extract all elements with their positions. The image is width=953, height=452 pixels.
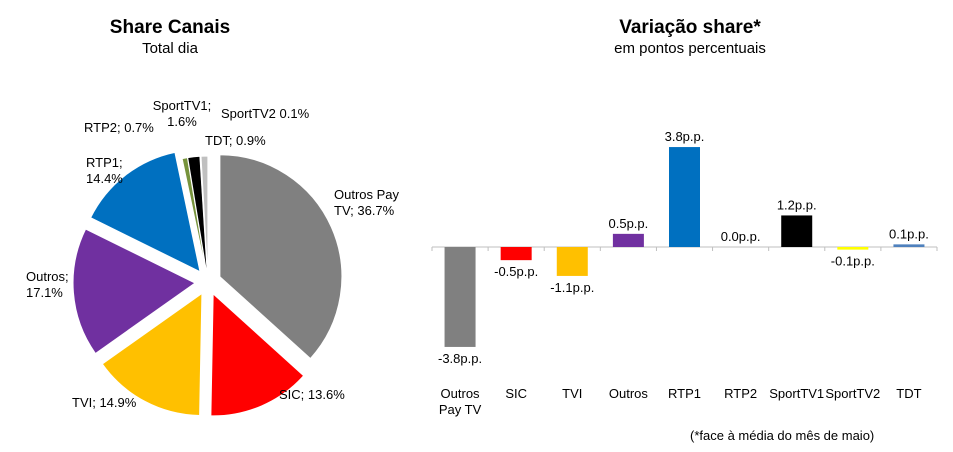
bar-value-label: 0.0p.p.: [721, 229, 761, 244]
bar-outros: [612, 233, 644, 247]
bar-category-label: RTP2: [724, 386, 757, 401]
bar-category-label: SportTV1: [769, 386, 824, 401]
bar-category-label: Outros: [609, 386, 649, 401]
bar-chart-footnote: (*face à média do mês de maio): [690, 428, 875, 443]
pie-slice-sic: [210, 292, 305, 417]
bar-sporttv1: [781, 215, 813, 247]
bar-rtp1: [669, 147, 700, 247]
bar-value-label: 0.5p.p.: [609, 216, 649, 231]
pie-slice-rtp1: [89, 151, 201, 273]
pie-slice-outros: [72, 228, 197, 355]
bar-tvi: [556, 247, 588, 276]
bar-category-label: SIC: [505, 386, 527, 401]
pie-chart: Outros Pay TV; 36.7% SIC; 13.6% TVI; 14.9% O…: [26, 98, 400, 417]
bar-value-label: 0.1p.p.: [889, 226, 929, 241]
pie-slice-label: TVI; 14.9%: [72, 395, 137, 410]
pie-chart-title: Share Canais: [109, 17, 231, 38]
pie-slice-label: SportTV1; 1.6%: [153, 98, 212, 129]
bar-value-label: -0.1p.p.: [831, 254, 875, 269]
pie-slice-tvi: [101, 292, 203, 416]
pie-slice-label: Outros; 17.1%: [26, 269, 69, 300]
bar-value-label: 1.2p.p.: [777, 197, 817, 212]
bar-category-label: RTP1: [668, 386, 701, 401]
bar-sporttv2: [837, 247, 869, 250]
pie-slice-outros-pay-tv: [219, 154, 343, 360]
bar-category-label: Outros Pay TV: [439, 386, 482, 417]
pie-slice-label: SportTV2 0.1%: [221, 106, 310, 121]
bar-value-label: -0.5p.p.: [494, 264, 538, 279]
bar-chart-title: Variação share*: [619, 17, 761, 38]
bar-value-label: -1.1p.p.: [550, 280, 594, 295]
bar-value-label: -3.8p.p.: [438, 351, 482, 366]
bar-category-label: TDT: [896, 386, 921, 401]
pie-slice-label: SIC; 13.6%: [279, 387, 345, 402]
bar-value-label: 3.8p.p.: [665, 129, 705, 144]
bar-chart-subtitle: em pontos percentuais: [614, 40, 766, 57]
pie-slice-tdt: [200, 155, 209, 279]
bar-tdt: [893, 244, 925, 247]
bar-outros-pay-tv: [444, 247, 476, 347]
bar-category-label: TVI: [562, 386, 582, 401]
pie-chart-subtitle: Total dia: [142, 40, 198, 57]
pie-slice-label: TDT; 0.9%: [205, 133, 266, 148]
bar-category-label: SportTV2: [825, 386, 880, 401]
pie-slice-label: RTP2; 0.7%: [84, 120, 154, 135]
pie-slice-label: RTP1; 14.4%: [86, 155, 123, 186]
bar-sic: [500, 247, 532, 261]
pie-slice-label: Outros Pay TV; 36.7%: [334, 187, 400, 218]
